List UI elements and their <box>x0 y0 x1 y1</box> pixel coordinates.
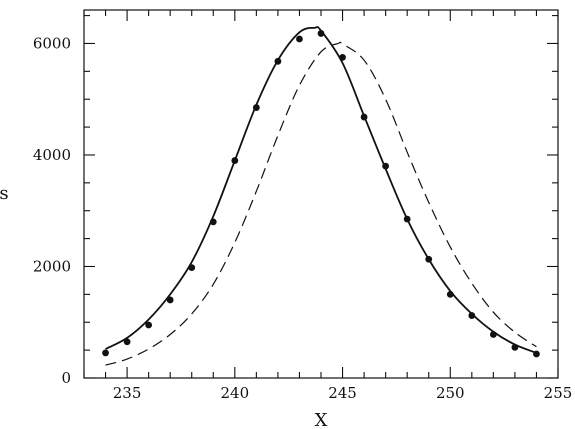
tick-labels: 235 240 245 250 255 0 2000 4000 6000 <box>33 34 573 402</box>
x-tick-label: 240 <box>220 384 249 402</box>
data-point <box>123 338 131 346</box>
data-point <box>209 218 217 226</box>
tick-marks <box>83 10 559 379</box>
data-point <box>296 35 303 43</box>
x-tick-label: 250 <box>436 384 465 402</box>
plot-frame <box>83 9 559 379</box>
data-point <box>274 57 282 65</box>
x-axis-label: X <box>315 410 328 429</box>
data-point <box>166 296 174 304</box>
solid-fit-curve <box>105 26 537 354</box>
y-tick-label: 0 <box>61 369 71 387</box>
data-point <box>403 215 411 223</box>
data-point <box>511 343 519 351</box>
data-point <box>102 349 109 357</box>
dashed-curve <box>105 41 537 366</box>
data-point <box>317 30 325 37</box>
data-point <box>446 290 454 298</box>
y-axis-label: s <box>0 183 9 204</box>
data-point <box>382 162 390 170</box>
data-point <box>489 331 497 338</box>
data-point <box>360 113 368 121</box>
data-point <box>252 104 260 111</box>
data-point <box>468 312 476 319</box>
data-point <box>231 157 239 164</box>
data-point <box>339 53 346 61</box>
y-tick-label: 2000 <box>33 257 71 275</box>
data-points <box>102 30 540 358</box>
data-point <box>188 264 196 271</box>
data-point <box>145 321 153 329</box>
x-tick-label: 245 <box>328 384 357 402</box>
data-point <box>533 350 540 358</box>
x-tick-label: 255 <box>544 384 573 402</box>
data-point <box>425 255 433 263</box>
x-tick-label: 235 <box>113 384 142 402</box>
y-tick-label: 4000 <box>33 146 71 164</box>
y-tick-label: 6000 <box>33 34 71 52</box>
